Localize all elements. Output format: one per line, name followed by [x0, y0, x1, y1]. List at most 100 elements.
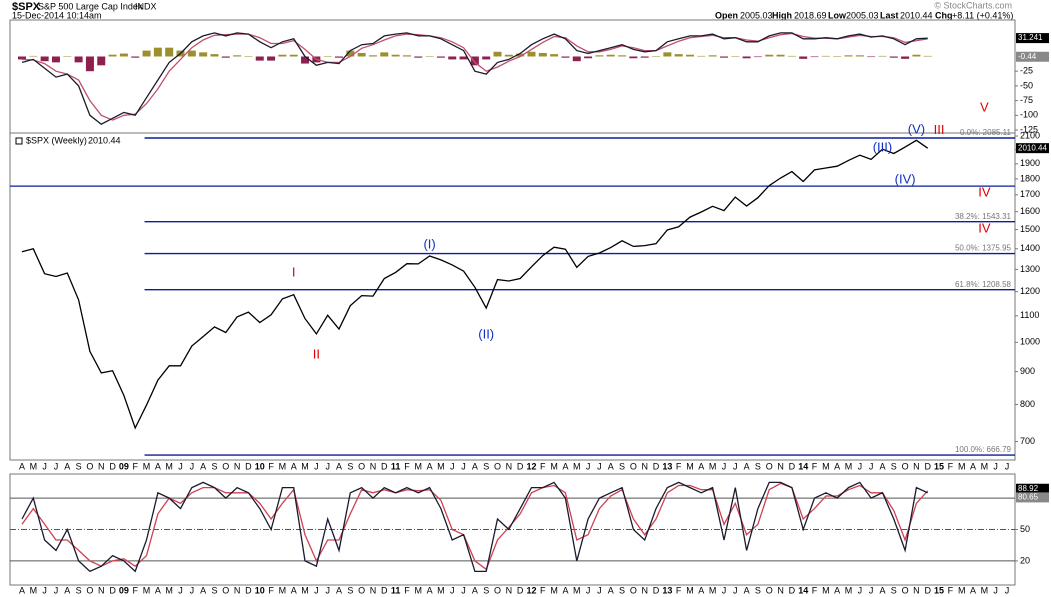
series-line [21, 32, 928, 125]
x-tick-label: D [924, 461, 931, 471]
x-tick-label: O [630, 585, 637, 595]
x-tick-label: 10 [255, 585, 265, 595]
histogram-bar [289, 54, 298, 57]
histogram-bar [799, 56, 808, 59]
x-tick-label: A [698, 585, 704, 595]
histogram-bar [810, 56, 819, 58]
x-tick-label: F [268, 461, 274, 471]
histogram-bar [584, 56, 593, 59]
histogram-bar [663, 52, 672, 57]
x-tick-label: N [506, 461, 513, 471]
series-line [21, 481, 928, 573]
datetime: 15-Dec-2014 10:14am [12, 10, 102, 20]
x-tick-label: N [913, 461, 920, 471]
x-tick-label: M [686, 461, 694, 471]
histogram-bar [606, 54, 615, 57]
histogram-bar [357, 52, 366, 57]
x-tick-label: J [42, 585, 47, 595]
x-tick-label: N [913, 585, 920, 595]
histogram-bar [436, 56, 445, 58]
x-tick-label: F [540, 585, 546, 595]
x-tick-label: J [1005, 461, 1010, 471]
wave-label: III [934, 122, 945, 137]
x-tick-label: O [630, 461, 637, 471]
x-tick-label: J [722, 585, 727, 595]
histogram-bar [697, 55, 706, 57]
histogram-bar [595, 55, 604, 57]
x-tick-label: M [301, 461, 309, 471]
x-tick-label: N [370, 585, 377, 595]
x-tick-label: S [755, 585, 761, 595]
chg-label: Chg [935, 10, 953, 20]
x-tick-label: A [336, 461, 342, 471]
histogram-bar [85, 56, 94, 72]
wave-label: (III) [873, 140, 893, 155]
x-tick-label: M [709, 585, 717, 595]
x-tick-label: M [301, 585, 309, 595]
x-tick-label: N [98, 461, 105, 471]
series-line [21, 482, 929, 571]
x-tick-label: D [381, 585, 388, 595]
x-tick-label: A [472, 585, 478, 595]
x-tick-label: 12 [526, 585, 536, 595]
y-tick-label: 700 [1020, 436, 1035, 446]
histogram-bar [527, 51, 536, 57]
last-label: Last [880, 10, 899, 20]
histogram-bar [255, 56, 264, 61]
x-tick-label: N [370, 461, 377, 471]
x-tick-label: A [155, 585, 161, 595]
x-tick-label: A [698, 461, 704, 471]
y-tick-label: 1600 [1020, 206, 1040, 216]
histogram-bar [187, 50, 196, 57]
x-tick-label: 15 [934, 461, 944, 471]
x-tick-label: A [834, 461, 840, 471]
histogram-bar [448, 56, 457, 60]
x-tick-label: S [483, 585, 489, 595]
current-value-box [1016, 51, 1049, 62]
x-tick-label: O [86, 461, 93, 471]
y-tick-label: 900 [1020, 366, 1035, 376]
x-tick-label: M [550, 585, 558, 595]
x-tick-label: J [54, 461, 59, 471]
x-tick-label: S [755, 461, 761, 471]
x-tick-label: 15 [934, 585, 944, 595]
histogram-bar [323, 56, 332, 57]
x-tick-label: M [415, 585, 423, 595]
panel-frame [9, 132, 1016, 461]
x-tick-label: O [358, 461, 365, 471]
histogram-bar [368, 55, 377, 57]
x-tick-label: O [766, 585, 773, 595]
x-tick-label: J [993, 461, 998, 471]
histogram-bar [787, 55, 796, 57]
x-tick-label: O [494, 585, 501, 595]
histogram-bar [391, 54, 400, 57]
histogram-bar [493, 51, 502, 57]
histogram-bar [301, 56, 310, 64]
x-tick-label: J [42, 461, 47, 471]
x-tick-label: N [98, 585, 105, 595]
x-tick-label: N [777, 461, 784, 471]
x-tick-label: N [234, 461, 241, 471]
histogram-bar [685, 54, 694, 57]
x-tick-label: A [879, 461, 885, 471]
y-tick-label: -125 [1020, 124, 1038, 134]
histogram-bar [40, 56, 49, 62]
x-tick-label: M [822, 585, 830, 595]
y-tick-label: 1100 [1020, 310, 1039, 320]
histogram-bar [516, 53, 525, 57]
open: 2005.03 [740, 10, 773, 20]
x-tick-label: M [143, 585, 151, 595]
legend-value: 2010.44 [88, 135, 121, 145]
x-tick-label: S [619, 585, 625, 595]
x-tick-label: M [30, 461, 38, 471]
x-tick-label: A [200, 461, 206, 471]
histogram-bar [74, 56, 83, 63]
x-tick-label: A [834, 585, 840, 595]
x-tick-label: J [314, 585, 319, 595]
wave-label: II [313, 347, 320, 362]
x-tick-label: J [733, 585, 738, 595]
x-tick-label: A [19, 585, 25, 595]
x-tick-label: 12 [526, 461, 536, 471]
x-tick-label: M [845, 461, 853, 471]
current-value: 88.92 [1018, 484, 1039, 493]
